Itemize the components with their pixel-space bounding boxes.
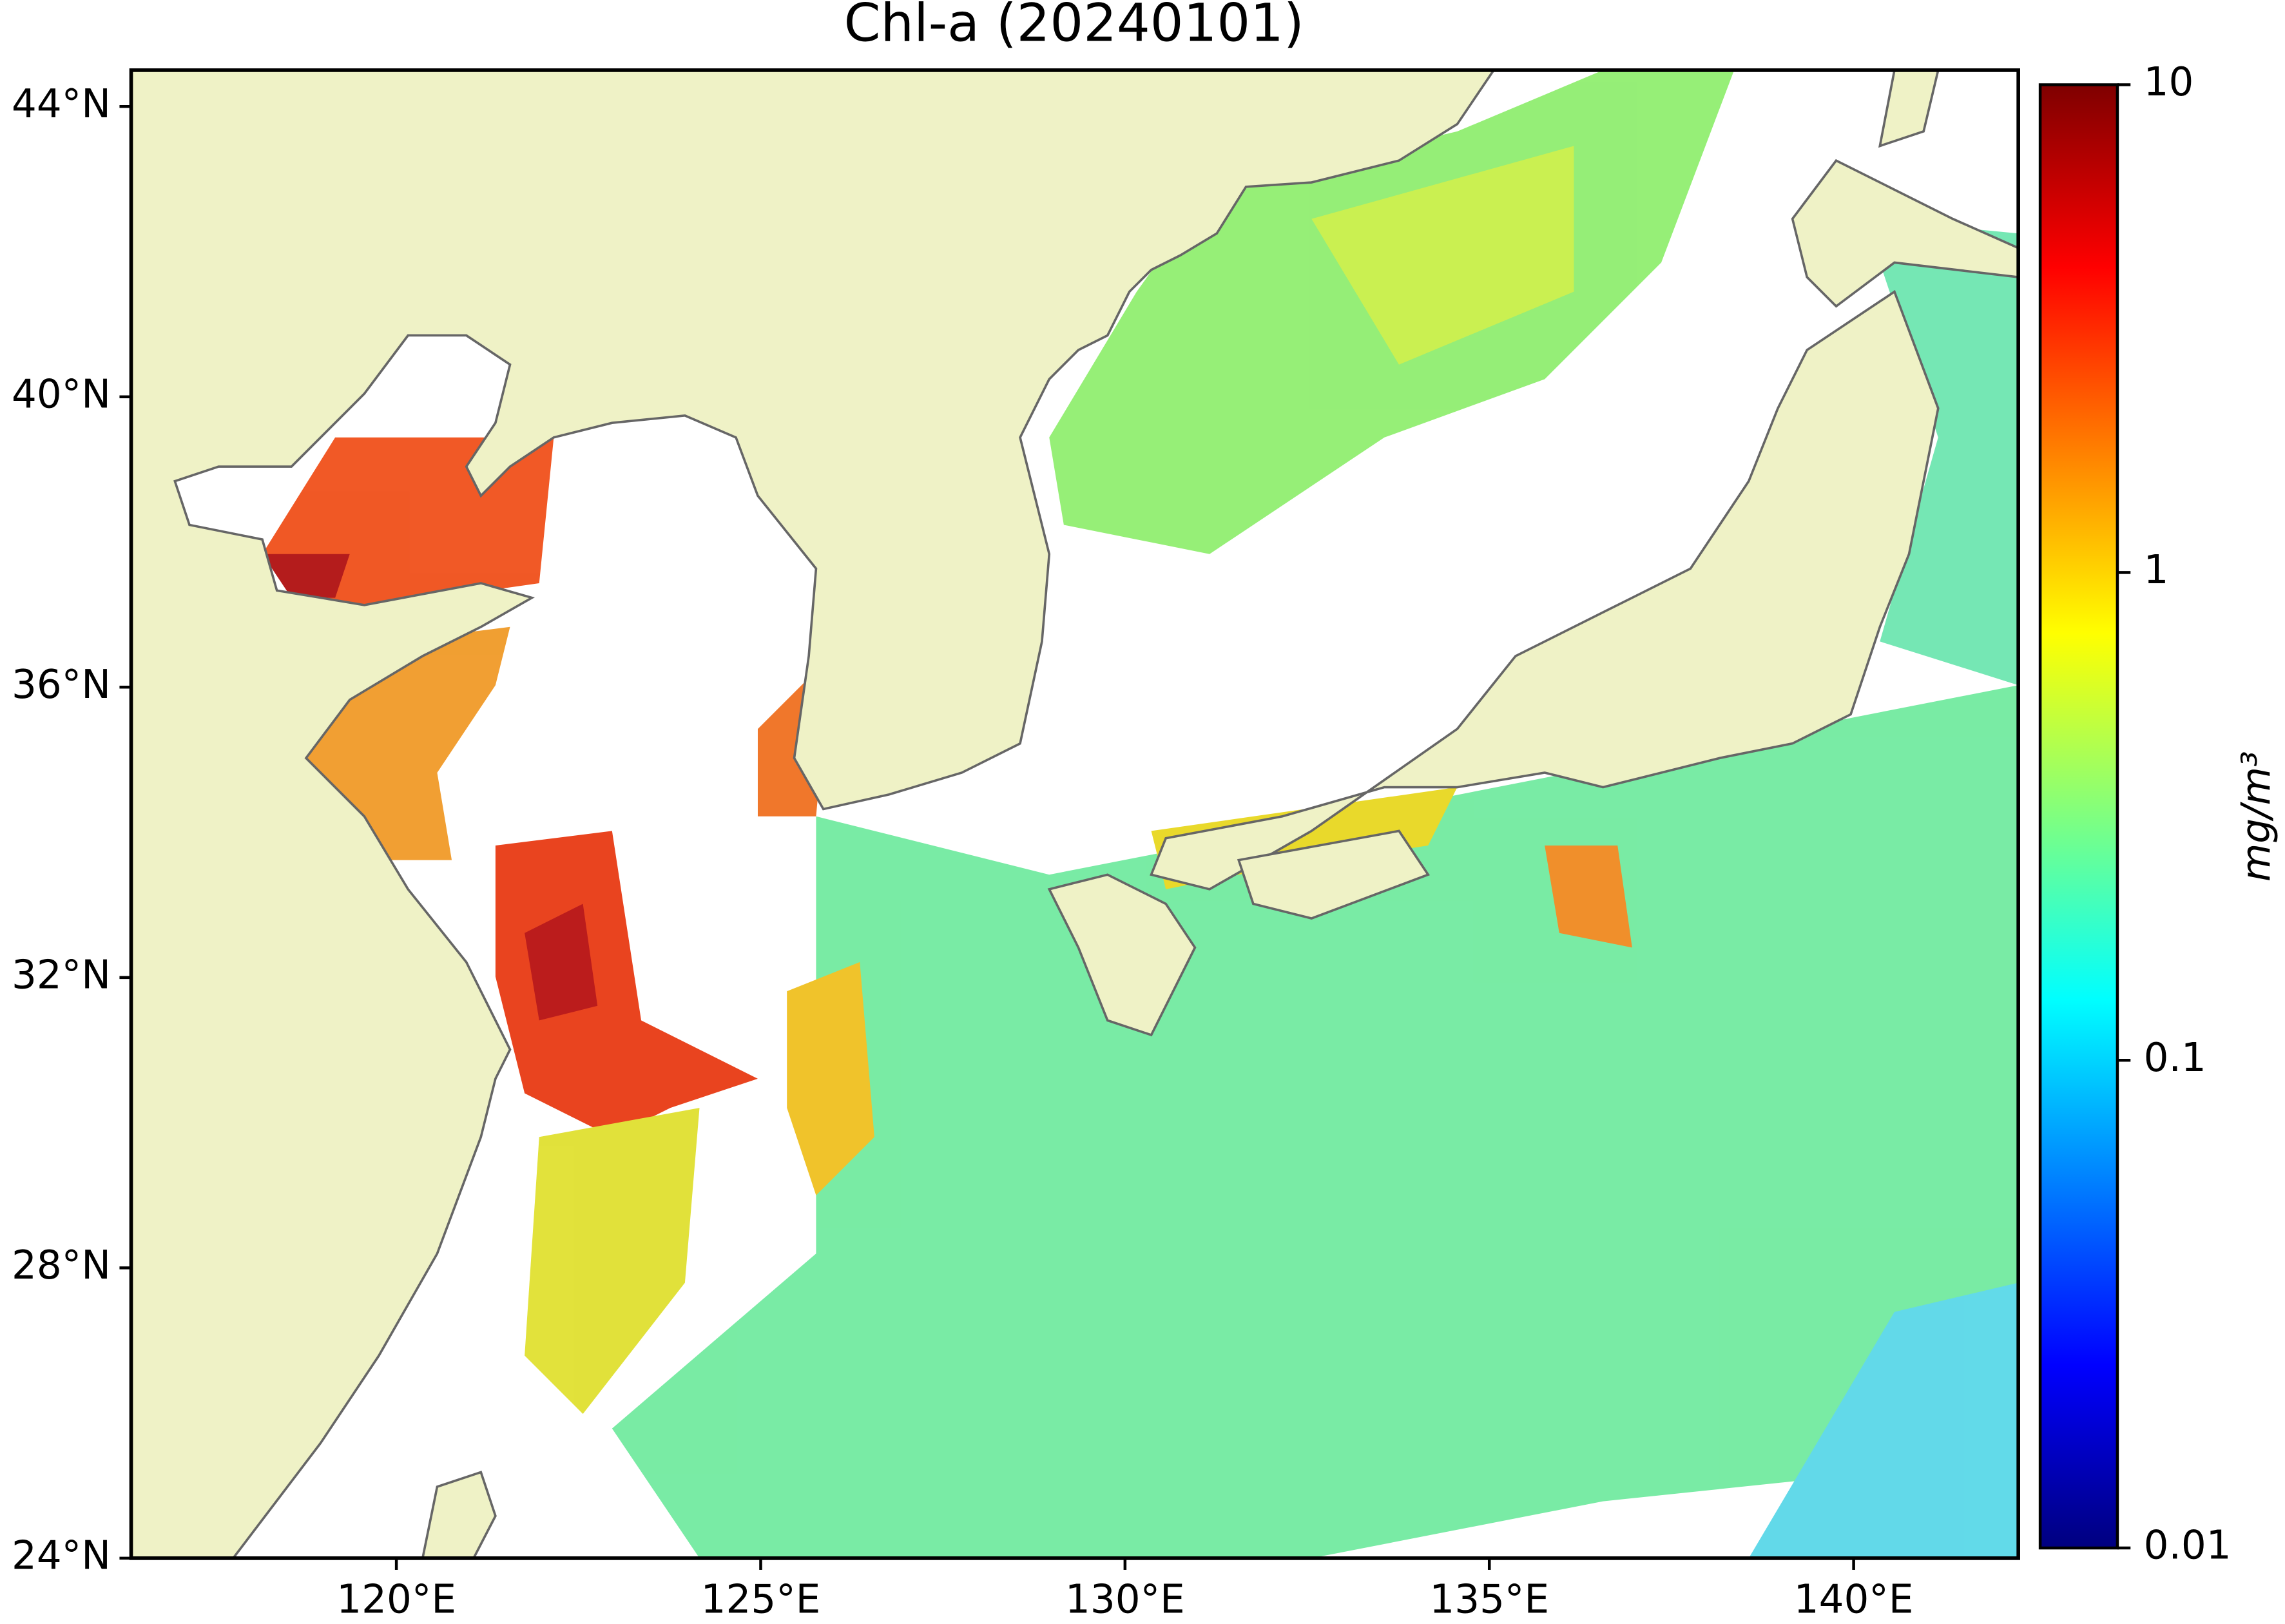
shikoku bbox=[1237, 829, 1431, 920]
taiwan bbox=[421, 1471, 497, 1558]
y-tick-label: 24°N bbox=[12, 1532, 111, 1578]
map-title: Chl-a (20240101) bbox=[844, 0, 1304, 54]
y-tick-label: 28°N bbox=[12, 1242, 111, 1288]
x-tick-label: 135°E bbox=[1429, 1576, 1549, 1622]
colorbar-tick-label: 0.01 bbox=[2144, 1523, 2232, 1569]
hokkaido bbox=[1791, 159, 2019, 308]
chl-patch bbox=[495, 831, 758, 1137]
chl-patch bbox=[612, 685, 2019, 1558]
colorbar-tick-label: 1 bbox=[2144, 547, 2169, 593]
chl-patch bbox=[525, 904, 598, 1021]
colorbar bbox=[2038, 83, 2119, 1550]
chl-patch bbox=[525, 1108, 700, 1414]
x-tick-label: 120°E bbox=[336, 1576, 456, 1622]
map-frame bbox=[129, 68, 2020, 1560]
map-layer bbox=[131, 70, 2019, 1558]
mainland bbox=[131, 70, 1496, 1558]
colorbar-tick-label: 10 bbox=[2144, 59, 2194, 105]
chl-patch bbox=[1545, 846, 1632, 948]
y-tick-label: 32°N bbox=[12, 952, 111, 998]
y-tick-label: 40°N bbox=[12, 371, 111, 417]
colorbar-label: mg/m³ bbox=[2233, 751, 2279, 882]
y-tick-label: 36°N bbox=[12, 662, 111, 708]
colorbar-tick-label: 0.1 bbox=[2144, 1035, 2206, 1081]
x-tick-label: 140°E bbox=[1794, 1576, 1914, 1622]
x-tick-label: 130°E bbox=[1065, 1576, 1185, 1622]
chl-patch bbox=[305, 626, 510, 860]
honshu bbox=[1150, 289, 1940, 891]
y-tick-label: 44°N bbox=[12, 81, 111, 127]
sakhalin bbox=[1878, 70, 1940, 148]
kyushu bbox=[1047, 873, 1197, 1037]
chl-patch bbox=[787, 962, 874, 1195]
x-tick-label: 125°E bbox=[701, 1576, 821, 1622]
chl-patch bbox=[1748, 1282, 2019, 1558]
